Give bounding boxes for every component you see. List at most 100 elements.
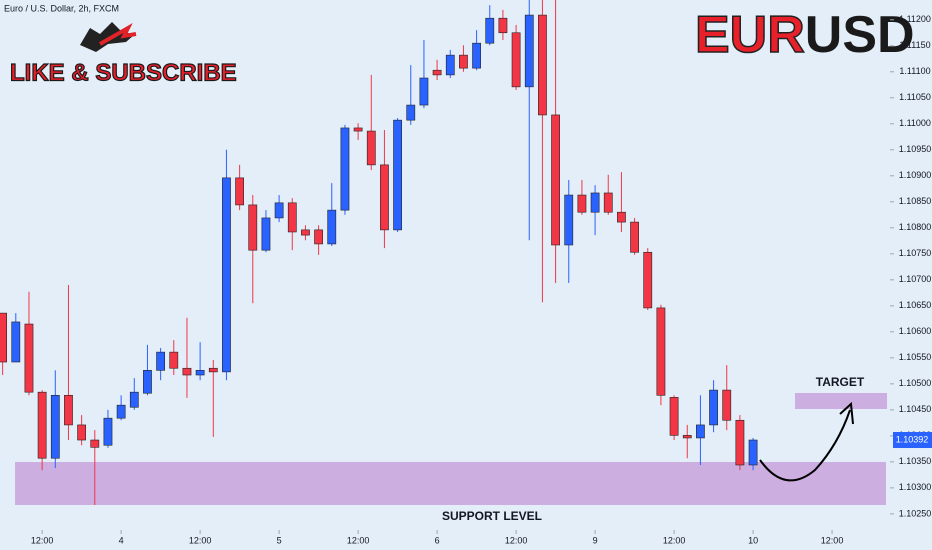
candle-body: [103, 417, 113, 446]
y-tick-label: 1.10850: [899, 196, 932, 206]
x-tick-label: 9: [593, 535, 598, 545]
candle-body: [524, 14, 534, 88]
candle-body: [722, 389, 732, 421]
logo-text: LIKE & SUBSCRIBE: [10, 59, 237, 86]
candle-body: [696, 424, 705, 439]
x-tick-label: 12:00: [505, 535, 528, 545]
title-part: EUR: [695, 6, 805, 64]
y-tick-label: 1.11000: [899, 118, 931, 128]
candle-body: [143, 370, 152, 394]
x-tick-label: 5: [277, 535, 282, 545]
x-tick-label: 10: [748, 535, 758, 545]
candle-body: [472, 42, 481, 69]
candle-body: [617, 211, 626, 223]
target-zone: [795, 393, 887, 409]
support-label: SUPPORT LEVEL: [442, 509, 542, 523]
candle-body: [590, 192, 600, 213]
candle-body: [129, 391, 139, 408]
candle-body: [656, 307, 666, 396]
logo-arrow: [99, 22, 137, 46]
candle-body: [419, 77, 429, 106]
arrow: [759, 409, 851, 482]
candle-body: [498, 17, 508, 34]
y-tick-label: 1.10700: [899, 274, 932, 284]
candle-body: [37, 391, 47, 459]
candle-body: [459, 54, 468, 69]
candle-body: [380, 164, 389, 231]
x-tick-label: 4: [119, 535, 124, 545]
candle-body: [222, 177, 231, 373]
candle-body: [353, 127, 363, 132]
candle-body: [314, 229, 323, 245]
candle-body: [735, 419, 745, 466]
y-tick-label: 1.10350: [899, 456, 932, 466]
y-tick-label: 1.10300: [899, 482, 932, 492]
y-tick-label: 1.10600: [899, 326, 932, 336]
candle-body: [169, 351, 179, 369]
candle-body: [50, 394, 60, 459]
candle-body: [11, 321, 21, 363]
y-tick-label: 1.10800: [899, 222, 932, 232]
candle-body: [327, 209, 337, 245]
logo-icon: [80, 22, 134, 52]
candle-body: [90, 439, 100, 448]
last-price-label: 1.10392: [896, 434, 929, 444]
candle-body: [0, 312, 8, 363]
candle-body: [406, 104, 416, 121]
candle-body: [274, 202, 284, 219]
candle-body: [682, 435, 692, 439]
candle-body: [445, 54, 455, 76]
candle-body: [393, 119, 402, 231]
y-tick-label: 1.11100: [899, 66, 930, 76]
title-part: USD: [805, 6, 915, 64]
y-tick-label: 1.10550: [899, 352, 932, 362]
header: Euro / U.S. Dollar, 2h, FXCM: [4, 3, 119, 13]
y-tick-label: 1.11200: [899, 14, 931, 24]
y-tick-label: 1.10250: [899, 508, 932, 518]
candle-body: [64, 394, 73, 426]
support-zone: [15, 462, 886, 505]
candle-body: [208, 367, 218, 373]
y-tick-label: 1.10750: [899, 248, 932, 258]
candle-body: [709, 389, 718, 426]
y-tick-label: 1.10500: [899, 378, 932, 388]
target-label: TARGET: [816, 375, 865, 389]
y-tick-label: 1.10950: [899, 144, 932, 154]
candle-body: [366, 130, 376, 166]
candle-body: [182, 367, 192, 376]
x-tick-label: 12:00: [189, 535, 212, 545]
candle-body: [195, 370, 205, 376]
x-tick-label: 12:00: [821, 535, 844, 545]
candle-body: [748, 439, 758, 466]
candle-body: [669, 397, 679, 436]
x-tick-label: 12:00: [663, 535, 686, 545]
candle-body: [564, 194, 574, 246]
candle-body: [24, 323, 34, 393]
symbol-title: EURUSD: [695, 6, 915, 64]
candle-body: [340, 127, 350, 211]
y-tick-label: 1.10900: [899, 170, 932, 180]
y-tick-label: 1.10450: [899, 404, 932, 414]
candle-body: [287, 202, 297, 233]
candle-body: [577, 194, 587, 213]
candle-body: [432, 69, 442, 76]
candle-body: [156, 351, 166, 371]
x-tick-label: 12:00: [347, 535, 370, 545]
candle-body: [603, 192, 613, 213]
candle-body: [116, 404, 126, 419]
x-tick-label: 6: [435, 535, 440, 545]
candle-body: [301, 229, 310, 236]
candle-body: [77, 424, 87, 441]
arrow-head: [839, 401, 854, 425]
y-tick-label: 1.11150: [899, 40, 930, 50]
candle-body: [630, 221, 639, 253]
candle-body: [261, 217, 271, 251]
y-tick-label: 1.11050: [899, 92, 931, 102]
candle-body: [551, 114, 560, 246]
candle-body: [235, 177, 244, 206]
candle-body: [538, 14, 547, 116]
candle-body: [485, 17, 495, 44]
x-tick-label: 12:00: [31, 535, 54, 545]
y-tick-label: 1.10650: [899, 300, 932, 310]
